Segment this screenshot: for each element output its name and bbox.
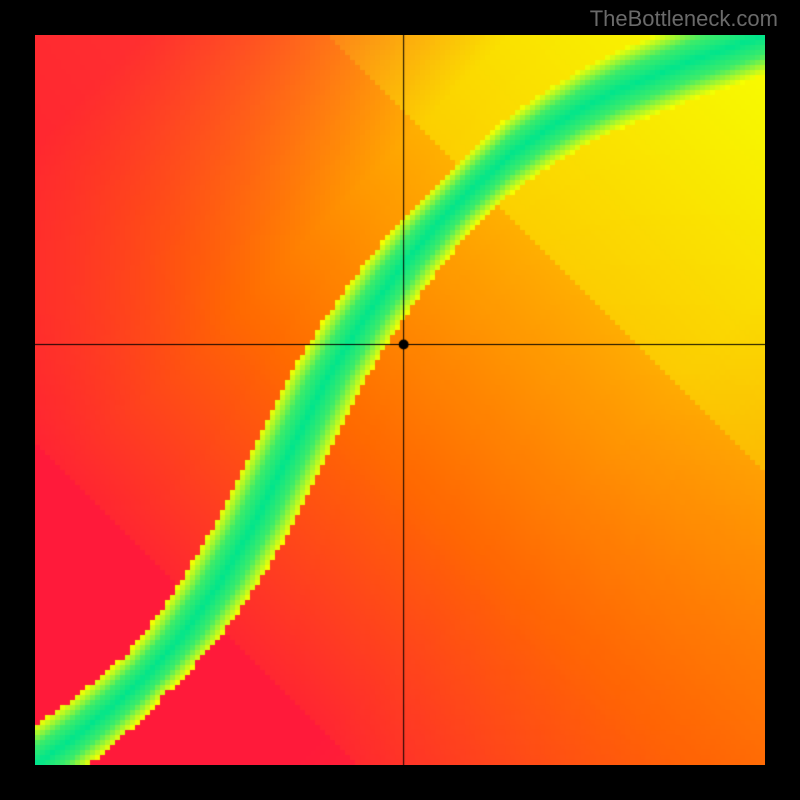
crosshair-overlay (35, 35, 765, 765)
plot-area (35, 35, 765, 765)
watermark-text: TheBottleneck.com (590, 6, 778, 32)
chart-container: TheBottleneck.com (0, 0, 800, 800)
